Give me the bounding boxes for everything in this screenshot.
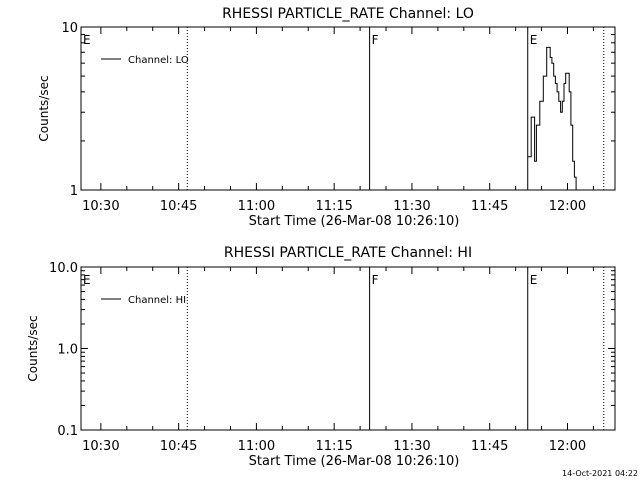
x-tick-label: 10:45 <box>160 199 197 214</box>
hi-channel-panel: RHESSI PARTICLE_RATE Channel: HI Start Ti… <box>26 245 616 469</box>
lo-channel-panel: RHESSI PARTICLE_RATE Channel: LO Start Ti… <box>37 6 616 229</box>
x-tick-label: 11:30 <box>393 199 430 214</box>
legend-label: Channel: LO <box>128 55 189 66</box>
x-tick-label: 11:30 <box>393 439 430 454</box>
x-tick-label: 10:30 <box>82 439 119 454</box>
y-axis-label: Counts/sec <box>26 315 40 381</box>
x-tick-label: 11:45 <box>471 199 508 214</box>
x-tick-label: 12:00 <box>549 439 586 454</box>
plot-frame <box>80 26 616 191</box>
x-tick-label: 11:00 <box>238 439 275 454</box>
event-marker-label: F <box>372 33 379 47</box>
chart-title: RHESSI PARTICLE_RATE Channel: LO <box>222 6 474 22</box>
x-tick-label: 10:30 <box>82 199 119 214</box>
x-tick-label: 10:45 <box>160 439 197 454</box>
plot-frame <box>80 266 616 431</box>
x-tick-label: 11:15 <box>315 439 352 454</box>
event-marker-label: E <box>530 273 538 287</box>
event-marker-label: F <box>372 273 379 287</box>
legend-label: Channel: HI <box>128 295 186 306</box>
series-line <box>527 46 578 191</box>
y-tick-label: 10.0 <box>49 261 78 276</box>
event-marker-label: E <box>83 273 91 287</box>
chart-title: RHESSI PARTICLE_RATE Channel: HI <box>224 245 472 261</box>
x-tick-label: 11:00 <box>238 199 275 214</box>
x-tick-label: 11:45 <box>471 439 508 454</box>
y-tick-label: 0.1 <box>57 424 78 439</box>
x-tick-label: 11:15 <box>315 199 352 214</box>
y-tick-label: 1 <box>70 184 78 199</box>
y-tick-label: 10 <box>61 21 78 36</box>
event-marker-label: E <box>83 33 91 47</box>
x-axis-label: Start Time (26-Mar-08 10:26:10) <box>249 214 460 229</box>
x-axis-label: Start Time (26-Mar-08 10:26:10) <box>249 454 460 469</box>
y-tick-label: 1.0 <box>57 343 78 358</box>
y-axis-label: Counts/sec <box>37 75 51 141</box>
x-tick-label: 12:00 <box>549 199 586 214</box>
event-marker-label: E <box>530 33 538 47</box>
timestamp: 14-Oct-2021 04:22 <box>562 469 638 478</box>
